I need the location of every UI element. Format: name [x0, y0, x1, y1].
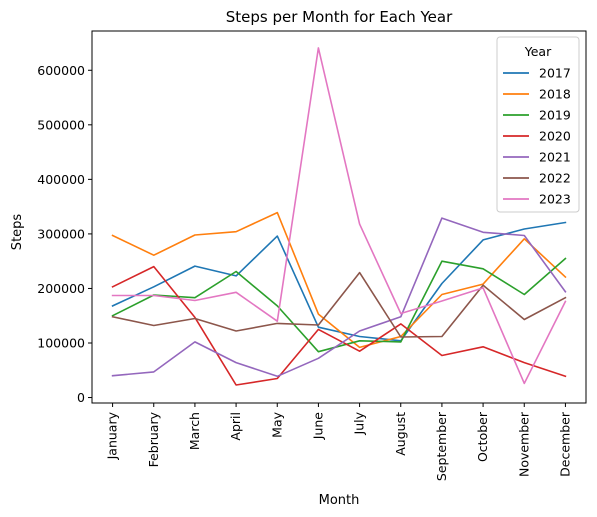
chart-title: Steps per Month for Each Year: [226, 8, 453, 26]
series-line-2019: [111, 257, 567, 353]
x-tick-label: February: [146, 411, 161, 467]
y-axis-label: Steps: [10, 214, 25, 251]
legend-label-2021: 2021: [539, 150, 571, 165]
legend-label-2020: 2020: [539, 129, 571, 144]
legend: Year 2017 2018 2019 2020 2021 2022 2023: [496, 36, 580, 213]
x-tick-label: September: [434, 411, 449, 481]
legend-label-2023: 2023: [539, 192, 571, 207]
plot-frame: [91, 30, 587, 404]
legend-title: Year: [524, 44, 552, 59]
y-tick-label: 100000: [37, 336, 85, 351]
x-tick-label: August: [393, 412, 408, 456]
x-axis-ticks: January February March April May June July Augu…: [105, 403, 572, 481]
x-tick-label: October: [475, 411, 490, 462]
series-line-2022: [111, 271, 567, 338]
x-tick-label: July: [352, 411, 367, 435]
y-tick-label: 600000: [37, 63, 85, 78]
x-tick-label: May: [269, 411, 284, 437]
y-tick-label: 200000: [37, 281, 85, 296]
legend-label-2019: 2019: [539, 108, 571, 123]
series-line-2021: [111, 217, 567, 378]
series-line-2020: [111, 265, 567, 386]
series-line-2018: [111, 211, 567, 349]
y-tick-label: 0: [77, 390, 85, 405]
legend-label-2022: 2022: [539, 171, 571, 186]
y-tick-label: 300000: [37, 226, 85, 241]
x-tick-label: January: [105, 411, 120, 460]
y-axis-ticks: 0 100000 200000 300000 400000 500000 600000: [37, 63, 92, 405]
legend-label-2018: 2018: [539, 87, 571, 102]
x-axis-label: Month: [319, 493, 360, 508]
plot-area: [91, 30, 587, 404]
legend-label-2017: 2017: [539, 66, 571, 81]
x-tick-label: November: [516, 411, 531, 477]
series-line-2017: [111, 221, 567, 342]
x-tick-label: December: [557, 411, 572, 477]
x-tick-label: June: [310, 412, 325, 441]
x-tick-label: April: [228, 412, 243, 441]
series-lines: [111, 47, 567, 386]
y-tick-label: 500000: [37, 117, 85, 132]
y-tick-label: 400000: [37, 172, 85, 187]
series-line-2023: [111, 47, 567, 385]
legend-box: [496, 36, 580, 213]
x-tick-label: March: [187, 412, 202, 450]
